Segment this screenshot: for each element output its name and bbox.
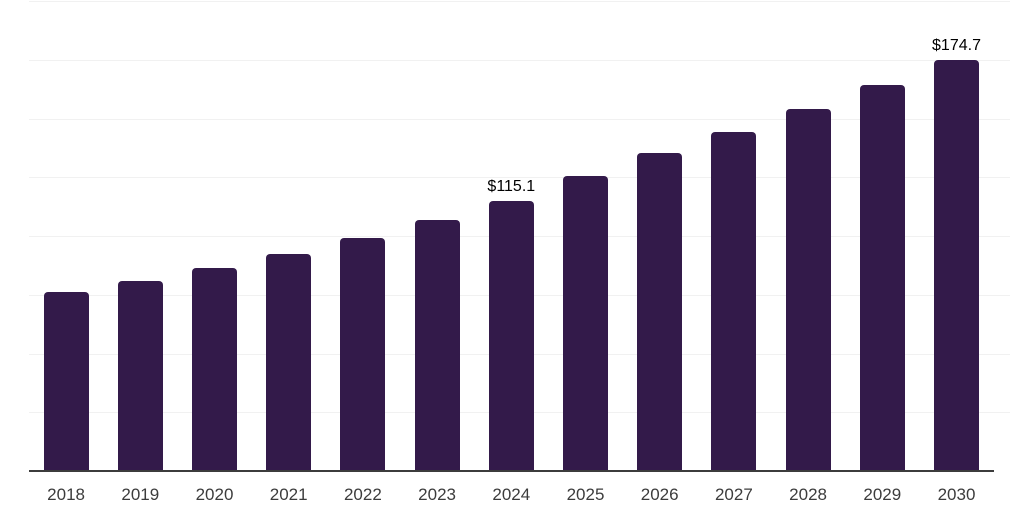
x-tick-label-2027: 2027 [714, 485, 753, 504]
x-tick-label-2021: 2021 [269, 485, 308, 504]
bar-value-label-2030: $174.7 [932, 37, 981, 55]
gridline-175 [29, 59, 1010, 61]
x-tick-label-2029: 2029 [863, 485, 902, 504]
bar-2022 [340, 238, 386, 471]
x-tick-label-2025: 2025 [566, 485, 605, 504]
x-axis-line [29, 470, 994, 472]
bar-2026 [637, 153, 683, 471]
x-tick-label-2018: 2018 [47, 485, 86, 504]
bar-2030 [934, 60, 979, 471]
x-tick-label-2020: 2020 [195, 485, 234, 504]
bar-2018 [43, 291, 89, 471]
x-tick-label-2024: 2024 [492, 485, 531, 504]
bar-2028 [785, 109, 831, 471]
gridline-125 [29, 177, 1010, 179]
x-tick-label-2030: 2030 [937, 485, 976, 504]
gridline-150 [29, 118, 1010, 120]
x-tick-label-2028: 2028 [789, 485, 828, 504]
bar-2023 [414, 220, 460, 471]
x-tick-label-2023: 2023 [418, 485, 457, 504]
bar-value-label-2024: $115.1 [487, 177, 536, 195]
bar-2020 [192, 268, 237, 471]
bar-2029 [859, 84, 905, 471]
bar-2027 [711, 131, 757, 471]
bar-2024 [488, 200, 534, 471]
bar-2021 [266, 253, 312, 471]
bar-2025 [563, 175, 608, 471]
x-tick-label-2026: 2026 [640, 485, 679, 504]
gridline-200 [29, 1, 1010, 2]
x-tick-label-2019: 2019 [121, 485, 160, 504]
bar-2019 [117, 281, 163, 471]
x-tick-label-2022: 2022 [343, 485, 382, 504]
